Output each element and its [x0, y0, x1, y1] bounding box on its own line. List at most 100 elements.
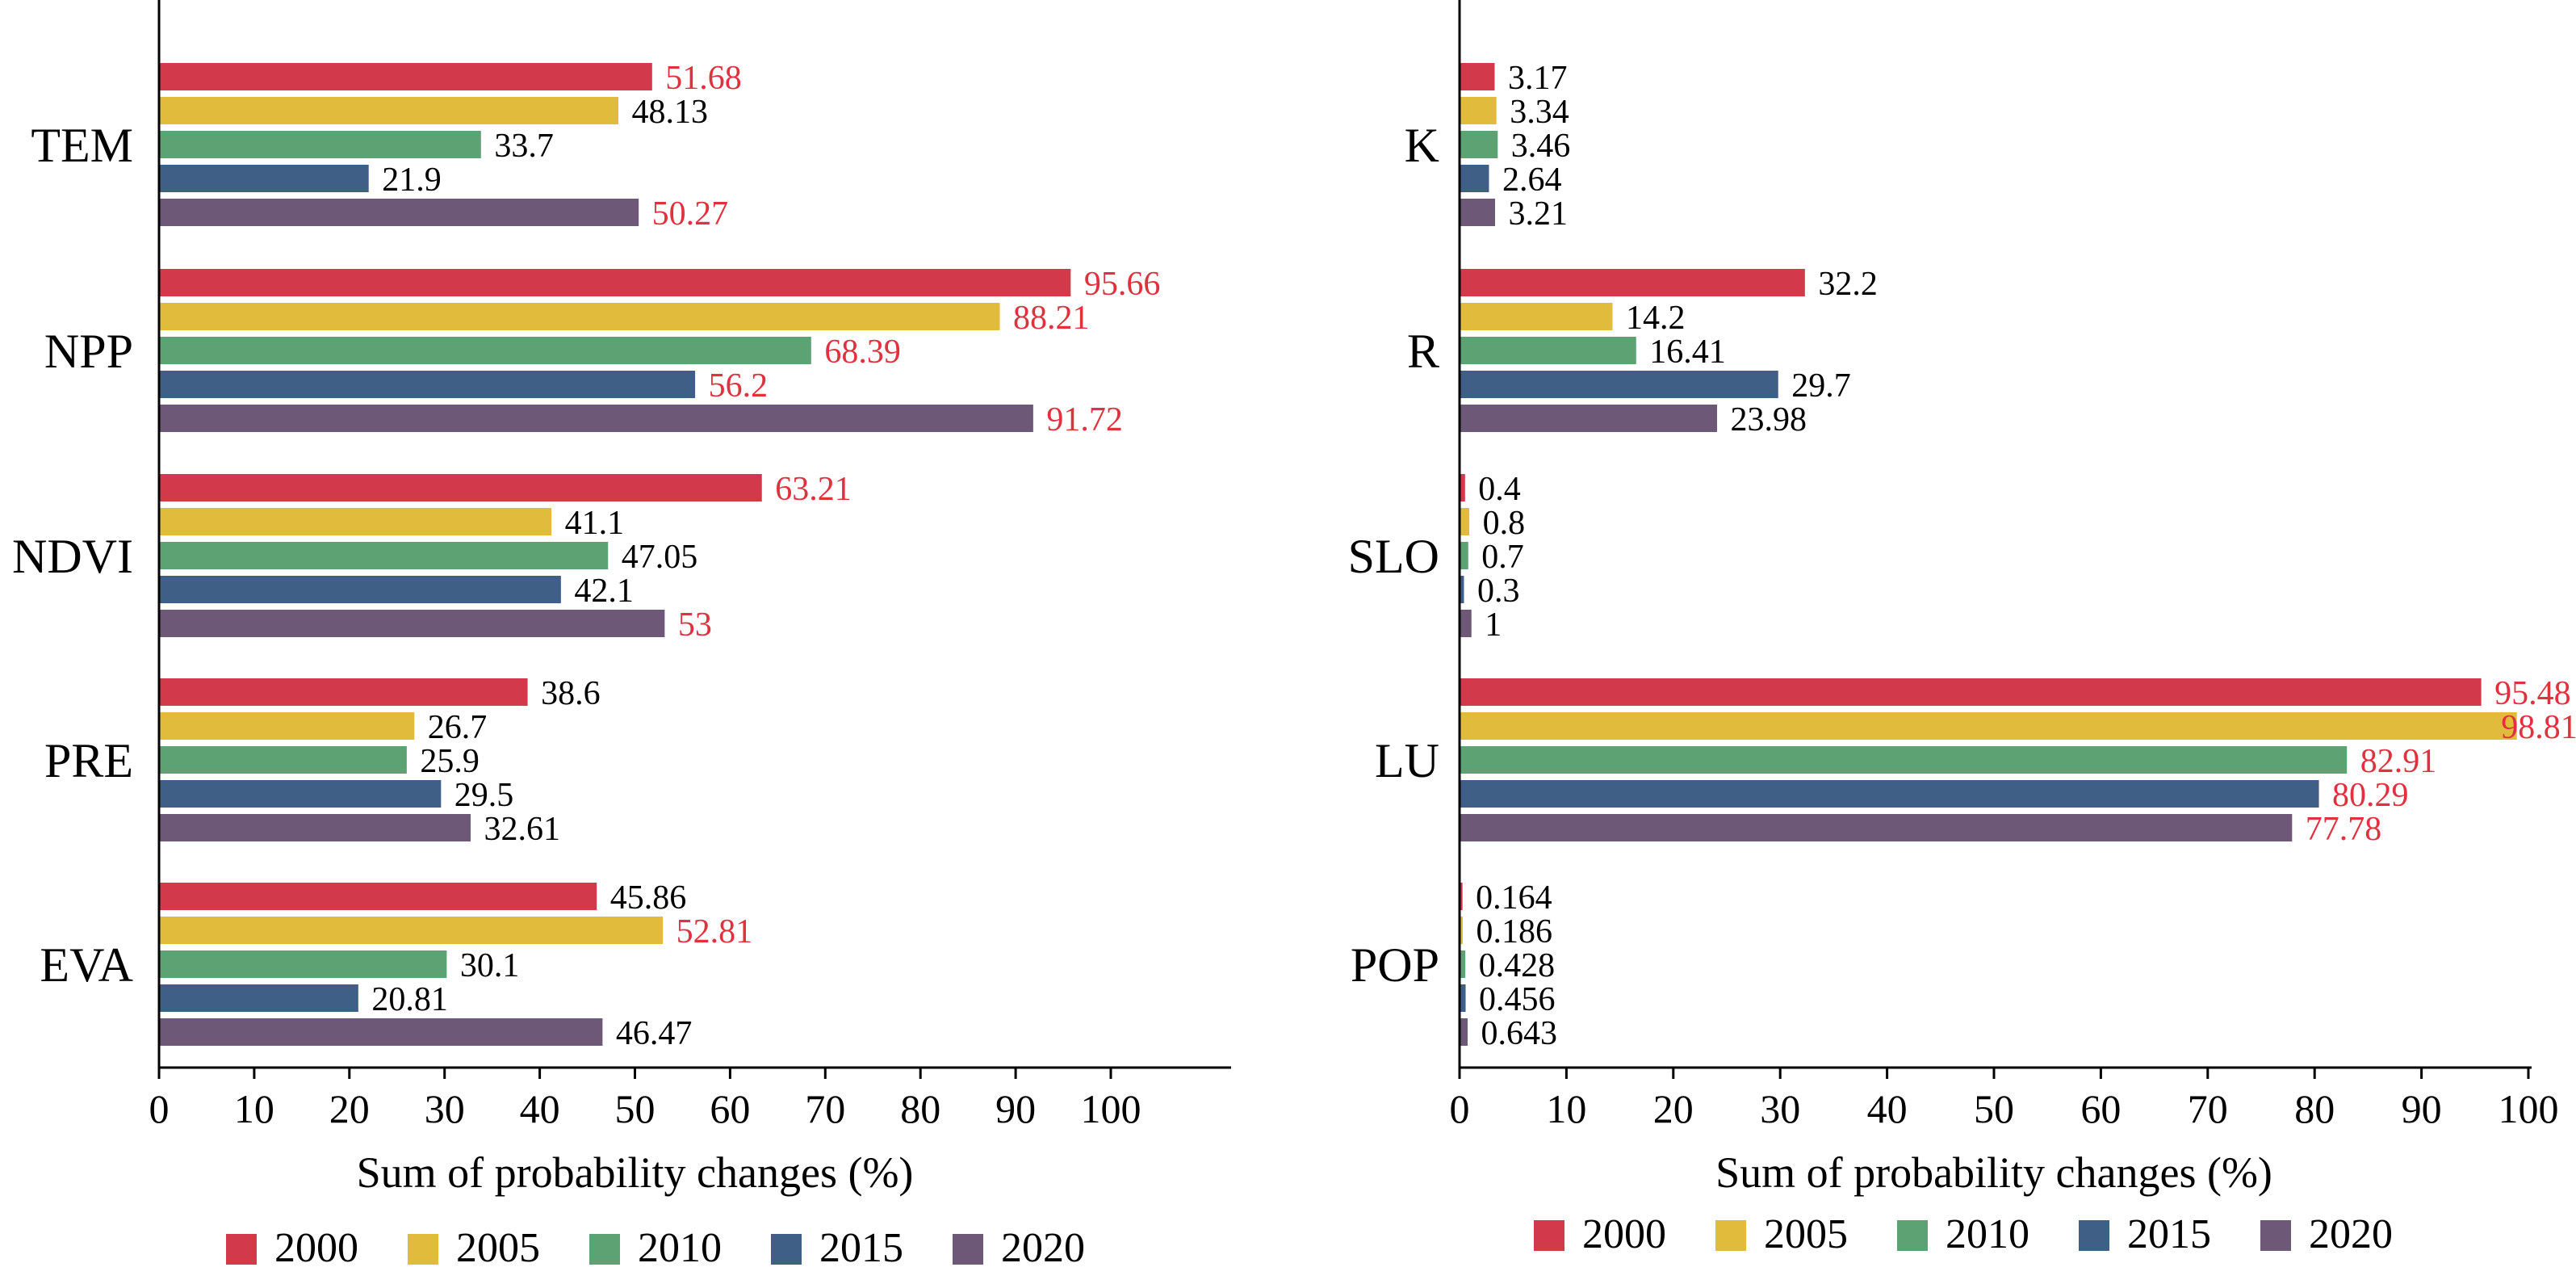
bar-eva-2020	[160, 1018, 603, 1046]
category-label-ndvi: NDVI	[12, 530, 133, 583]
value-label-lu-2005: 98.81	[2501, 709, 2576, 746]
category-label-k: K	[1405, 119, 1439, 172]
x-tick-label: 80	[2294, 1086, 2335, 1131]
value-label-pop-2010: 0.428	[1479, 947, 1556, 984]
value-label-ndvi-2020: 53	[678, 606, 712, 644]
x-tick-label: 50	[615, 1086, 656, 1131]
category-label-r: R	[1407, 325, 1439, 378]
bar-eva-2005	[160, 917, 664, 944]
x-tick-label: 10	[1546, 1086, 1586, 1131]
value-label-npp-2020: 91.72	[1046, 401, 1123, 438]
value-label-npp-2000: 95.66	[1084, 266, 1161, 303]
bar-r-2010	[1460, 337, 1636, 364]
bar-r-2005	[1460, 303, 1613, 330]
value-label-pop-2005: 0.186	[1476, 913, 1552, 950]
value-label-k-2005: 3.34	[1510, 94, 1569, 131]
legend-swatch-2005	[408, 1234, 438, 1265]
chart-panel-2: 0 10 20 30 40 50 60 70 80 90 100 Sum of probability…	[1348, 0, 2576, 1257]
bar-k-2000	[1460, 63, 1495, 90]
legend-label-2010: 2010	[638, 1225, 722, 1271]
value-label-r-2015: 29.7	[1791, 367, 1851, 405]
x-tick-label: 90	[995, 1086, 1036, 1131]
value-label-lu-2015: 80.29	[2332, 777, 2409, 814]
x-tick-label: 80	[900, 1086, 940, 1131]
value-label-pop-2000: 0.164	[1476, 879, 1552, 917]
bar-slo-2015	[1460, 576, 1464, 603]
value-label-ndvi-2015: 42.1	[574, 573, 634, 610]
value-label-k-2015: 2.64	[1502, 162, 1562, 199]
x-tick-label: 70	[805, 1086, 845, 1131]
bar-pre-2015	[160, 780, 442, 808]
bar-r-2020	[1460, 405, 1717, 432]
value-label-pre-2020: 32.61	[484, 811, 560, 848]
legend-swatch-2020	[953, 1234, 983, 1265]
x-tick-label: 20	[1653, 1086, 1694, 1131]
legend-label-2020: 2020	[2309, 1211, 2393, 1257]
bar-ndvi-2010	[160, 542, 609, 569]
x-tick-label: 70	[2188, 1086, 2228, 1131]
value-label-slo-2015: 0.3	[1477, 573, 1520, 610]
value-label-slo-2020: 1	[1485, 606, 1502, 644]
bar-pop-2020	[1460, 1018, 1468, 1046]
value-label-pre-2015: 29.5	[454, 777, 514, 814]
legend-label-2015: 2015	[819, 1225, 903, 1271]
legend-swatch-2010	[1897, 1220, 1928, 1251]
x-tick-label: 0	[149, 1086, 170, 1131]
bar-eva-2015	[160, 984, 358, 1012]
value-label-tem-2000: 51.68	[665, 60, 742, 97]
bar-slo-2010	[1460, 542, 1468, 569]
bar-slo-2000	[1460, 474, 1465, 501]
value-label-eva-2015: 20.81	[371, 981, 448, 1018]
x-tick-label: 100	[2499, 1086, 2559, 1131]
value-label-eva-2005: 52.81	[676, 913, 753, 950]
bar-pre-2005	[160, 712, 415, 740]
value-label-ndvi-2010: 47.05	[622, 539, 698, 576]
value-label-pre-2005: 26.7	[428, 709, 488, 746]
x-tick-label: 60	[710, 1086, 750, 1131]
bar-npp-2015	[160, 371, 696, 398]
value-label-pre-2010: 25.9	[420, 743, 480, 780]
x-tick-label: 40	[520, 1086, 560, 1131]
legend-label-2000: 2000	[1582, 1211, 1666, 1257]
value-label-pop-2020: 0.643	[1481, 1015, 1558, 1052]
value-label-lu-2010: 82.91	[2360, 743, 2437, 780]
bar-k-2005	[1460, 97, 1497, 124]
bar-tem-2000	[160, 63, 652, 90]
bar-pop-2010	[1460, 950, 1466, 978]
value-label-tem-2005: 48.13	[631, 94, 708, 131]
category-label-pre: PRE	[44, 734, 133, 787]
value-label-lu-2020: 77.78	[2306, 811, 2382, 848]
bar-ndvi-2015	[160, 576, 561, 603]
x-tick-label: 0	[1450, 1086, 1470, 1131]
x-axis-label: Sum of probability changes (%)	[357, 1148, 914, 1197]
x-tick-label: 30	[425, 1086, 465, 1131]
value-label-npp-2015: 56.2	[709, 367, 769, 405]
value-label-ndvi-2005: 41.1	[565, 505, 625, 542]
bar-pop-2000	[1460, 883, 1463, 910]
value-label-r-2000: 32.2	[1818, 266, 1878, 303]
category-label-eva: EVA	[40, 938, 133, 992]
legend-label-2005: 2005	[456, 1225, 540, 1271]
bar-pre-2020	[160, 814, 471, 841]
category-label-tem: TEM	[31, 119, 133, 172]
bar-pre-2010	[160, 746, 407, 774]
bar-lu-2015	[1460, 780, 2319, 808]
x-tick-label: 10	[234, 1086, 274, 1131]
x-tick-label: 60	[2080, 1086, 2121, 1131]
x-tick-label: 100	[1081, 1086, 1141, 1131]
category-label-lu: LU	[1375, 734, 1439, 787]
value-label-slo-2005: 0.8	[1483, 505, 1526, 542]
category-label-slo: SLO	[1348, 530, 1439, 583]
value-label-k-2010: 3.46	[1511, 128, 1571, 165]
bar-slo-2020	[1460, 610, 1472, 637]
x-tick-label: 90	[2402, 1086, 2442, 1131]
value-label-eva-2000: 45.86	[610, 879, 687, 917]
bar-ndvi-2020	[160, 610, 665, 637]
legend-label-2000: 2000	[274, 1225, 358, 1271]
category-label-pop: POP	[1351, 938, 1439, 992]
bar-pop-2005	[1460, 917, 1463, 944]
category-label-npp: NPP	[44, 325, 133, 378]
bar-npp-2000	[160, 269, 1071, 296]
